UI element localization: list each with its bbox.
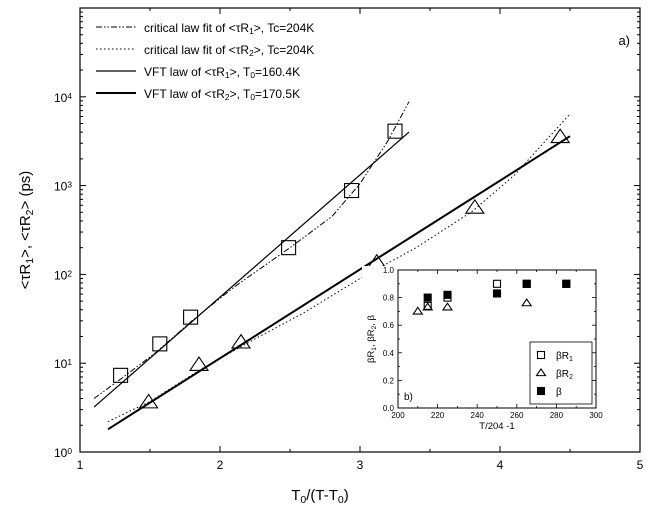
inset-data-markers xyxy=(412,279,571,315)
panel-label-b: b) xyxy=(404,392,413,403)
data-point xyxy=(230,333,252,349)
main-axis-ticks: 1 2 3 4 5 100 101 102 103 104 xyxy=(54,8,644,472)
inset-data-point xyxy=(521,298,533,307)
data-point xyxy=(113,367,129,383)
inset-legend-marker xyxy=(536,350,546,360)
y-tick-label: 102 xyxy=(54,268,72,282)
legend-label: critical law fit of <τR1>, Tc=204K xyxy=(144,21,314,36)
inset-legend-label: βR1 xyxy=(556,351,573,363)
legend-label: VFT law of <τR2>, T0=170.5K xyxy=(144,87,300,102)
inset-y-axis-label: βR1, βR2, β xyxy=(366,314,378,363)
inset-data-point xyxy=(443,290,452,299)
inset-x-tick-label: 220 xyxy=(431,411,445,420)
inset-data-point xyxy=(562,279,571,288)
data-point xyxy=(183,309,199,325)
inset-data-point xyxy=(522,279,531,288)
main-fit-lines xyxy=(93,101,571,431)
y-tick-label: 101 xyxy=(54,357,72,371)
inset-data-point xyxy=(492,279,502,288)
data-point xyxy=(550,128,571,144)
inset-data-point xyxy=(412,306,424,315)
inset-y-tick-label: 1.0 xyxy=(383,266,395,275)
data-point xyxy=(344,182,360,199)
fit-line xyxy=(107,135,571,431)
x-axis-label: T0/(T-T0) xyxy=(291,487,349,506)
inset-y-tick-label: 0.6 xyxy=(383,321,395,330)
x-tick-label: 3 xyxy=(357,458,364,472)
inset-y-tick-label: 0.8 xyxy=(383,294,395,303)
data-point xyxy=(188,356,210,371)
x-tick-label: 4 xyxy=(497,458,504,472)
legend-label: critical law fit of <τR2>, Tc=204K xyxy=(144,43,314,58)
inset-x-axis-label: T/204 -1 xyxy=(479,421,514,432)
inset-x-tick-label: 300 xyxy=(589,411,603,420)
fit-line xyxy=(93,101,410,399)
inset-legend-label: βR2 xyxy=(556,369,573,381)
data-point xyxy=(387,123,403,139)
data-point xyxy=(152,336,168,352)
y-axis-label: <τR1>, <τR2> (ps) xyxy=(17,171,36,290)
inset-axis-ticks: 200 220 240 260 280 300 0.0 0.2 0.4 0.6 0.8 1.0 xyxy=(383,266,603,420)
inset-legend-marker xyxy=(536,386,546,396)
inset-data-point xyxy=(422,302,434,311)
inset-data-point xyxy=(492,289,502,298)
inset-legend-label: β xyxy=(556,387,562,398)
fit-line xyxy=(93,131,410,408)
inset-y-tick-label: 0.2 xyxy=(383,376,395,385)
inset-y-tick-label: 0.0 xyxy=(383,404,395,413)
main-data-markers xyxy=(113,123,571,409)
y-tick-label: 100 xyxy=(54,446,72,460)
inset-x-tick-label: 200 xyxy=(391,411,405,420)
y-tick-label: 103 xyxy=(54,179,72,193)
fit-line xyxy=(107,113,571,423)
main-plot: 1 2 3 4 5 100 101 102 103 104 critical law fit of… xyxy=(17,7,644,506)
x-tick-label: 1 xyxy=(77,458,84,472)
inset-data-point xyxy=(423,293,432,302)
data-point xyxy=(281,240,297,256)
y-tick-label: 104 xyxy=(54,91,72,105)
inset-x-tick-label: 280 xyxy=(550,411,564,420)
inset-x-tick-label: 260 xyxy=(510,411,524,420)
panel-label-a: a) xyxy=(618,33,630,48)
inset-plot: 200 220 240 260 280 300 0.0 0.2 0.4 0.6 0.8 1.0 βR1… xyxy=(362,266,604,434)
inset-legend: βR1 βR2 β xyxy=(529,341,593,405)
x-tick-label: 2 xyxy=(217,458,224,472)
inset-y-tick-label: 0.4 xyxy=(383,349,395,358)
x-tick-label: 5 xyxy=(637,458,644,472)
main-legend: critical law fit of <τR1>, Tc=204K critic… xyxy=(96,21,314,102)
data-point xyxy=(464,198,485,214)
inset-legend-marker xyxy=(535,367,547,377)
inset-x-tick-label: 240 xyxy=(471,411,485,420)
legend-label: VFT law of <τR1>, T0=160.4K xyxy=(144,65,300,80)
inset-data-point xyxy=(441,302,454,311)
data-point xyxy=(138,393,159,409)
